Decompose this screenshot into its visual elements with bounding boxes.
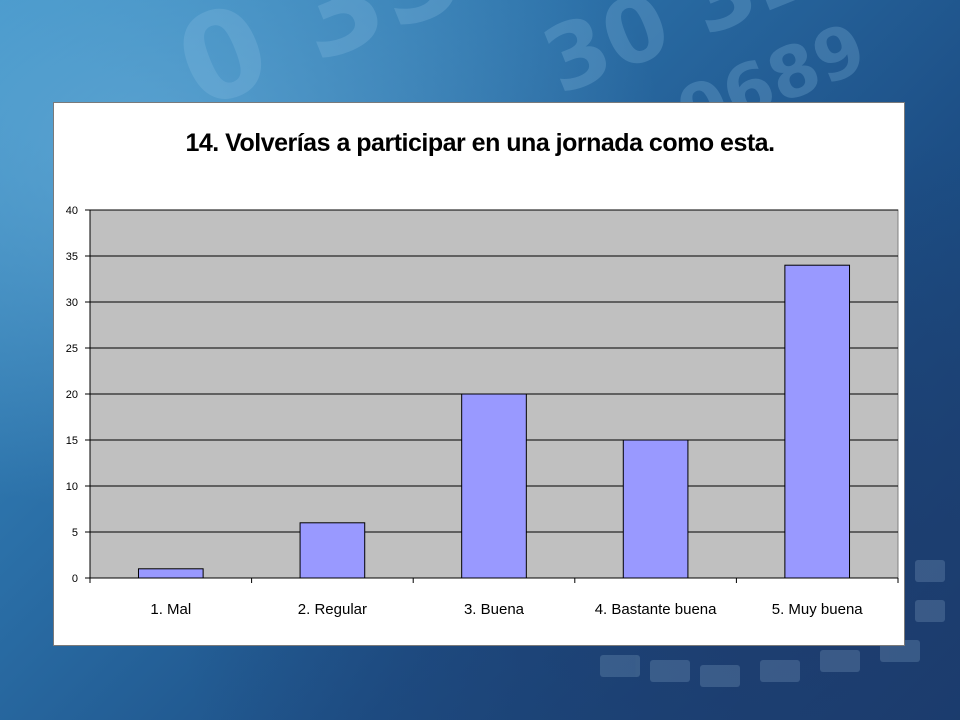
x-tick-label: 3. Buena xyxy=(464,601,525,618)
x-tick-label: 5. Muy buena xyxy=(772,601,864,618)
axis-labels: 0 5 10 15 20 25 30 35 40 1. Mal 2. Regular 3. Buena… xyxy=(66,205,864,618)
bar xyxy=(622,439,689,579)
chart-title: 14. Volverías a participar en una jornad… xyxy=(185,129,775,157)
y-tick-label: 0 xyxy=(72,573,78,585)
bar xyxy=(461,393,527,579)
y-tick-label: 20 xyxy=(66,389,78,401)
axes xyxy=(85,209,899,583)
y-tick-label: 10 xyxy=(66,481,78,493)
y-tick-label: 15 xyxy=(66,435,78,447)
bars xyxy=(137,264,851,579)
y-tick-label: 25 xyxy=(66,343,78,355)
chart-panel: 14. Volverías a participar en una jornad… xyxy=(53,102,905,646)
x-tick-label: 1. Mal xyxy=(150,601,191,618)
y-tick-label: 35 xyxy=(66,251,78,263)
y-tick-label: 40 xyxy=(66,205,78,217)
y-tick-label: 5 xyxy=(72,527,78,539)
y-tick-label: 30 xyxy=(66,297,78,309)
bar xyxy=(137,568,204,579)
x-tick-label: 2. Regular xyxy=(298,601,367,618)
bar-chart: 0 5 10 15 20 25 30 35 40 1. Mal 2. Regular 3. Buena… xyxy=(66,205,899,618)
bar xyxy=(784,264,851,579)
bar xyxy=(299,522,366,579)
x-tick-label: 4. Bastante buena xyxy=(595,601,717,618)
